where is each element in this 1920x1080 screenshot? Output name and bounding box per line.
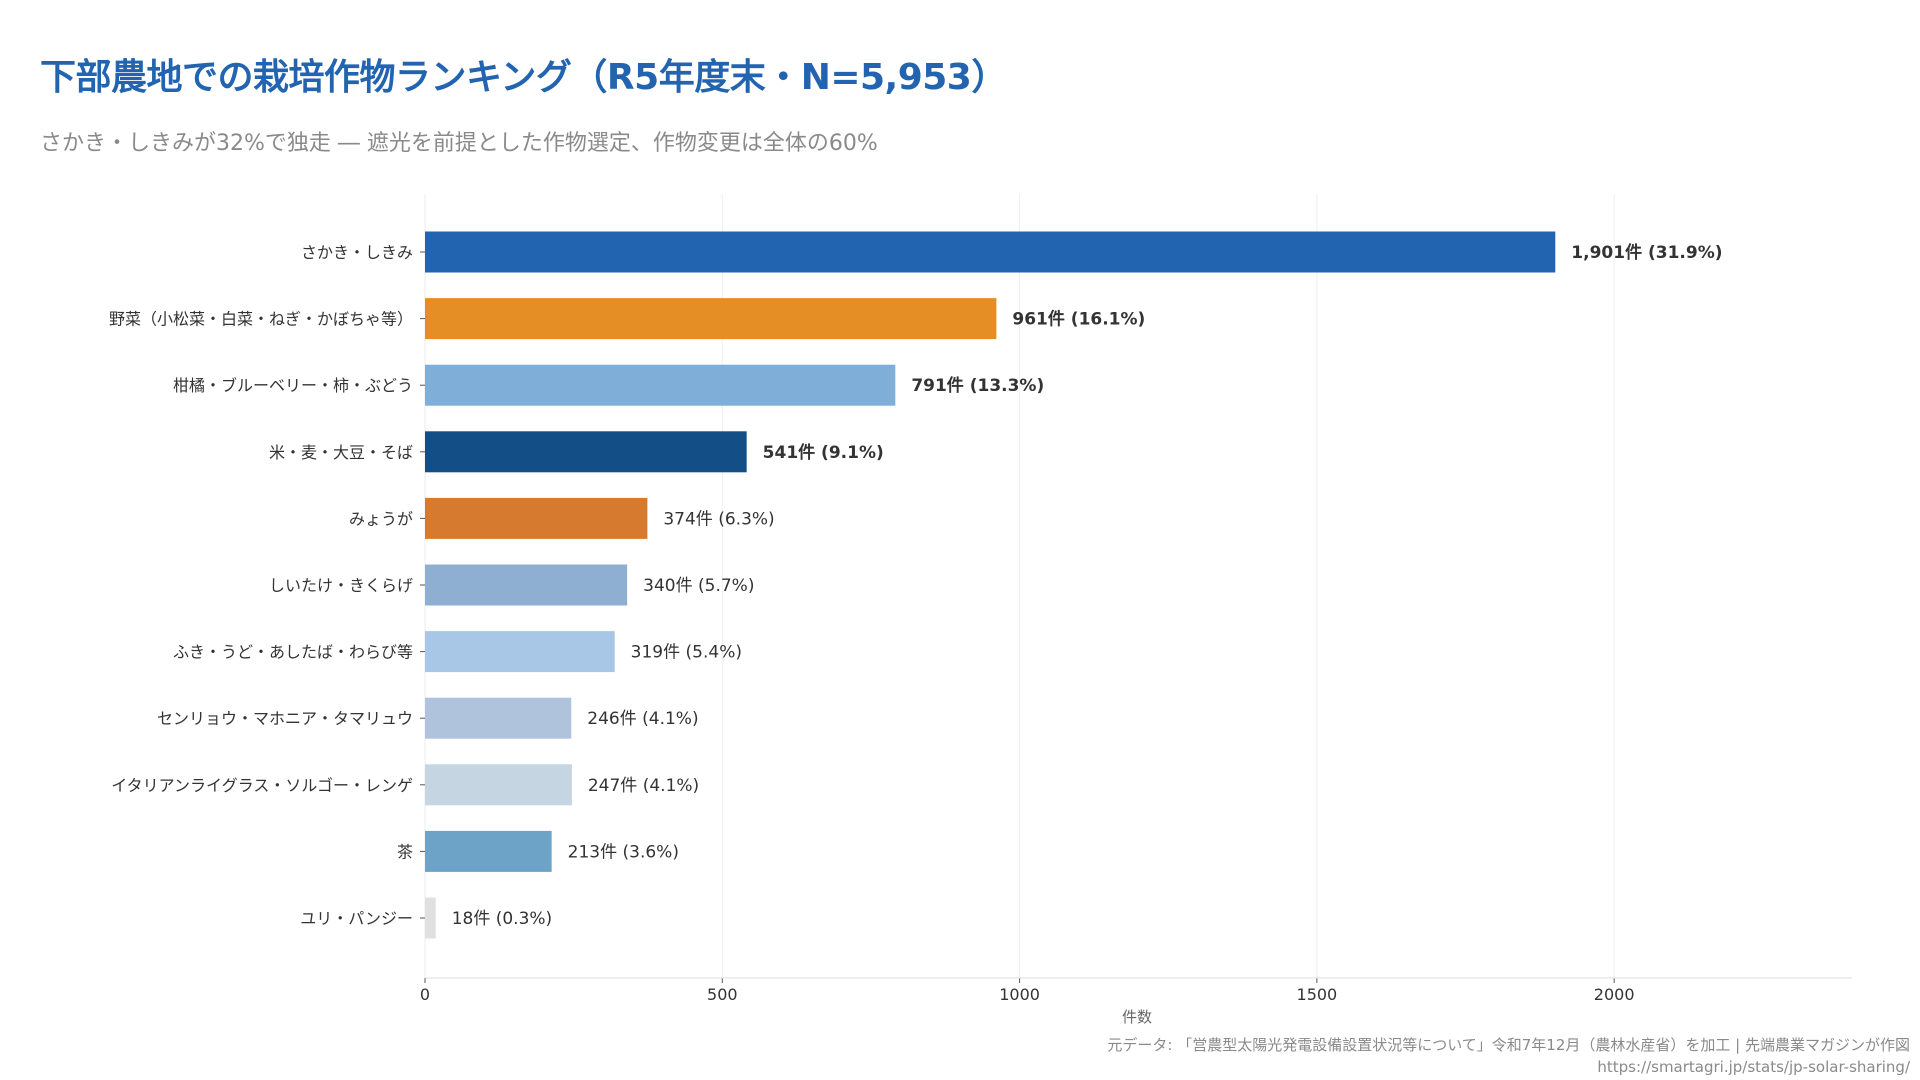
category-label: イタリアンライグラス・ソルゴー・レンゲ [111,776,413,795]
bar [425,764,572,806]
bar [425,697,572,739]
data-label: 541件 (9.1%) [763,442,884,463]
category-label: ふき・うど・あしたば・わらび等 [173,643,413,662]
category-label: 茶 [397,842,413,861]
bar [425,564,628,606]
bar [425,231,1556,273]
data-label: 319件 (5.4%) [631,643,742,663]
bar [425,431,747,473]
data-label: 213件 (3.6%) [568,842,679,862]
data-label: 374件 (6.3%) [663,509,774,529]
x-tick-label: 2000 [1594,985,1635,1004]
category-label: 柑橘・ブルーベリー・柿・ぶどう [173,376,413,395]
data-label: 246件 (4.1%) [587,709,698,729]
source-url[interactable]: https://smartagri.jp/stats/jp-solar-shar… [1597,1058,1910,1076]
x-tick-label: 1500 [1297,985,1338,1004]
data-label: 340件 (5.7%) [643,576,754,596]
category-label: さかき・しきみ [301,243,413,262]
x-axis-label: 件数 [1122,1008,1153,1026]
bar [425,830,552,872]
data-label: 961件 (16.1%) [1012,309,1145,330]
bar [425,897,436,939]
category-label: みょうが [349,509,413,528]
source-note: 元データ: 「営農型太陽光発電設備設置状況等について」令和7年12月（農林水産省… [1107,1036,1910,1054]
chart-title: 下部農地での栽培作物ランキング（R5年度末・N=5,953） [40,57,1007,98]
bar [425,298,997,340]
data-label: 1,901件 (31.9%) [1571,242,1722,263]
data-label: 791件 (13.3%) [911,375,1044,396]
chart-subtitle: さかき・しきみが32%で独走 ― 遮光を前提とした作物選定、作物変更は全体の60… [40,131,878,156]
category-label: しいたけ・きくらげ [269,576,413,595]
category-label: 米・麦・大豆・そば [269,443,413,462]
bar [425,497,648,539]
bar [425,631,615,673]
x-tick-label: 0 [420,985,430,1004]
category-label: ユリ・パンジー [300,909,413,928]
bar [425,364,896,406]
data-label: 18件 (0.3%) [452,909,553,929]
category-label: センリョウ・マホニア・タマリュウ [157,709,413,728]
data-label: 247件 (4.1%) [588,776,699,796]
category-label: 野菜（小松菜・白菜・ねぎ・かぼちゃ等） [109,310,413,329]
x-tick-label: 1000 [999,985,1040,1004]
x-tick-label: 500 [707,985,738,1004]
